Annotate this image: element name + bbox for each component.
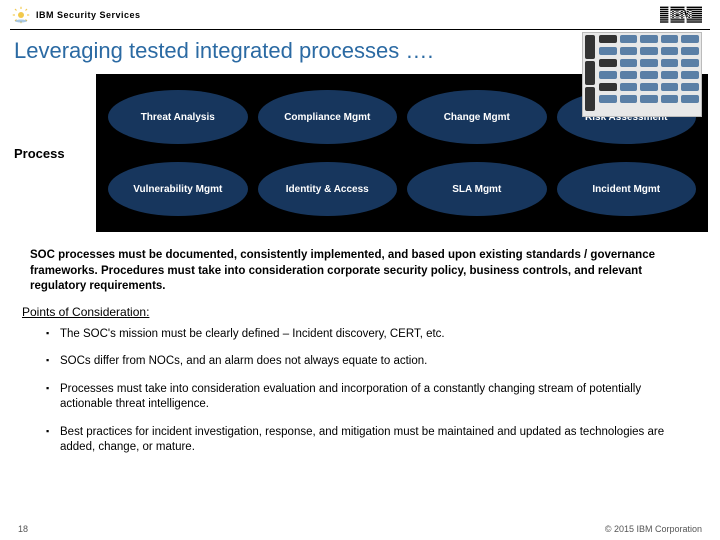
points-list: The SOC's mission must be clearly define… — [0, 327, 720, 456]
process-label: Process — [14, 146, 96, 161]
slide-header: IBM Security Services IBM — [0, 0, 720, 30]
page-number: 18 — [18, 524, 28, 534]
point-item: The SOC's mission must be clearly define… — [46, 327, 690, 343]
point-item: Best practices for incident investigatio… — [46, 425, 690, 456]
slide-footer: 18 © 2015 IBM Corporation — [0, 524, 720, 534]
process-ellipse: Vulnerability Mgmt — [108, 162, 248, 216]
point-item: SOCs differ from NOCs, and an alarm does… — [46, 354, 690, 370]
ibm-logo-icon: IBM — [660, 6, 702, 29]
process-ellipse: Threat Analysis — [108, 90, 248, 144]
process-ellipse: Compliance Mgmt — [258, 90, 398, 144]
copyright: © 2015 IBM Corporation — [605, 524, 702, 534]
header-underline — [10, 29, 710, 30]
slide: IBM Security Services IBM — [0, 0, 720, 540]
corner-thumbnail — [582, 32, 702, 117]
sun-icon — [12, 6, 30, 24]
process-ellipse: Change Mgmt — [407, 90, 547, 144]
svg-text:IBM: IBM — [669, 8, 692, 22]
process-ellipse: Identity & Access — [258, 162, 398, 216]
body-text: SOC processes must be documented, consis… — [0, 232, 720, 295]
header-org-label: IBM Security Services — [36, 10, 141, 20]
header-left: IBM Security Services — [12, 6, 708, 24]
lead-paragraph: SOC processes must be documented, consis… — [30, 248, 690, 295]
point-item: Processes must take into consideration e… — [46, 382, 690, 413]
points-heading: Points of Consideration: — [0, 305, 720, 319]
process-ellipse: Incident Mgmt — [557, 162, 697, 216]
process-ellipse: SLA Mgmt — [407, 162, 547, 216]
